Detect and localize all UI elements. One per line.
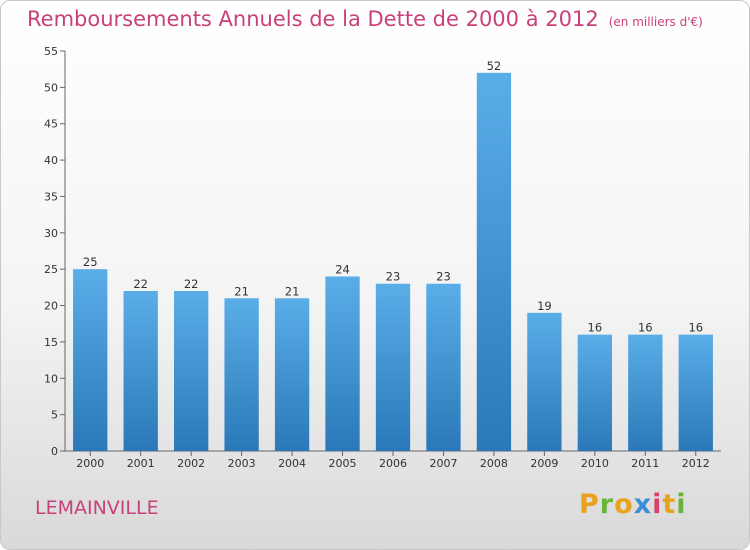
bar-value-label: 16 [638, 321, 653, 335]
bar [224, 298, 259, 451]
bar [527, 312, 562, 451]
bar [73, 269, 108, 451]
bar [173, 291, 209, 451]
x-tick-label: 2005 [329, 457, 357, 470]
bar [628, 334, 663, 451]
bar [426, 283, 461, 451]
bar-value-label: 21 [285, 284, 300, 298]
logo-letter: i [676, 489, 687, 520]
logo-letter: r [599, 489, 615, 520]
bar-value-label: 23 [386, 270, 401, 284]
y-tick-label: 50 [44, 81, 58, 94]
bar-value-label: 16 [588, 321, 603, 335]
y-tick-label: 5 [51, 409, 58, 422]
logo-letter: o [614, 489, 634, 520]
y-tick-label: 30 [44, 227, 58, 240]
logo-letter: P [579, 489, 600, 520]
y-tick-label: 20 [44, 300, 58, 313]
bar [375, 283, 411, 451]
bar-value-label: 19 [537, 299, 552, 313]
x-tick-label: 2012 [682, 457, 710, 470]
x-tick-label: 2007 [429, 457, 457, 470]
y-tick-label: 35 [44, 190, 58, 203]
bar [123, 291, 158, 451]
y-tick-label: 10 [44, 372, 58, 385]
y-tick-label: 0 [51, 445, 58, 458]
chart-unit: (en milliers d'€) [608, 15, 703, 29]
y-tick-label: 15 [44, 336, 58, 349]
y-tick-label: 45 [44, 118, 58, 131]
bar-value-label: 52 [487, 59, 502, 73]
bar-value-label: 23 [436, 270, 451, 284]
bar-value-label: 16 [688, 321, 703, 335]
bar-value-label: 24 [335, 262, 350, 276]
bar [577, 334, 613, 451]
x-tick-label: 2002 [177, 457, 205, 470]
y-tick-label: 40 [44, 154, 58, 167]
bar-value-label: 22 [184, 277, 199, 291]
chart-title: Remboursements Annuels de la Dette de 20… [27, 7, 703, 31]
commune-name: LEMAINVILLE [35, 497, 159, 519]
x-tick-label: 2003 [228, 457, 256, 470]
logo-letter: x [633, 489, 653, 520]
bar [325, 276, 360, 451]
x-tick-label: 2009 [530, 457, 558, 470]
bar-value-label: 21 [234, 284, 249, 298]
x-tick-label: 2010 [581, 457, 609, 470]
bar [274, 298, 310, 451]
y-tick-label: 55 [44, 45, 58, 58]
bar-value-label: 25 [83, 255, 98, 269]
x-tick-label: 2001 [127, 457, 155, 470]
x-tick-label: 2011 [631, 457, 659, 470]
x-tick-label: 2006 [379, 457, 407, 470]
x-tick-label: 2008 [480, 457, 508, 470]
bar [476, 72, 512, 452]
x-tick-label: 2004 [278, 457, 306, 470]
y-tick-label: 25 [44, 263, 58, 276]
logo-letter: t [662, 489, 677, 520]
bar-value-label: 22 [133, 277, 148, 291]
chart-title-text: Remboursements Annuels de la Dette de 20… [27, 7, 599, 31]
x-tick-label: 2000 [76, 457, 104, 470]
proxiti-logo: Proxiti [579, 489, 687, 520]
logo-letter: i [652, 489, 663, 520]
bar [678, 334, 713, 451]
